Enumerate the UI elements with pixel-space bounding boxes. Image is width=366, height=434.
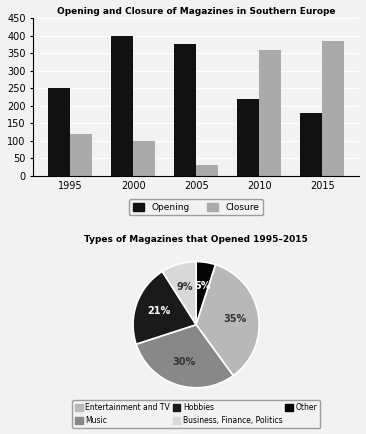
- Wedge shape: [163, 262, 196, 325]
- Bar: [174, 44, 196, 176]
- Wedge shape: [133, 271, 196, 344]
- Bar: [48, 88, 70, 176]
- Bar: [259, 49, 281, 176]
- Text: 5%: 5%: [194, 281, 210, 291]
- Title: Opening and Closure of Magazines in Southern Europe: Opening and Closure of Magazines in Sout…: [57, 7, 335, 16]
- Text: 21%: 21%: [148, 306, 171, 316]
- Text: 9%: 9%: [177, 282, 194, 292]
- Bar: [322, 41, 344, 176]
- Legend: Opening, Closure: Opening, Closure: [129, 199, 263, 215]
- Wedge shape: [196, 262, 216, 325]
- Legend: Entertainment and TV, Music, Hobbies, Business, Finance, Politics, Other: Entertainment and TV, Music, Hobbies, Bu…: [72, 400, 320, 428]
- Text: 30%: 30%: [172, 357, 196, 367]
- Bar: [237, 99, 259, 176]
- Bar: [111, 36, 133, 176]
- Wedge shape: [196, 265, 259, 376]
- Bar: [300, 113, 322, 176]
- Bar: [70, 134, 92, 176]
- Wedge shape: [136, 325, 233, 388]
- Bar: [133, 141, 155, 176]
- Title: Types of Magazines that Opened 1995–2015: Types of Magazines that Opened 1995–2015: [84, 235, 308, 243]
- Text: 35%: 35%: [223, 313, 246, 324]
- Bar: [196, 165, 218, 176]
